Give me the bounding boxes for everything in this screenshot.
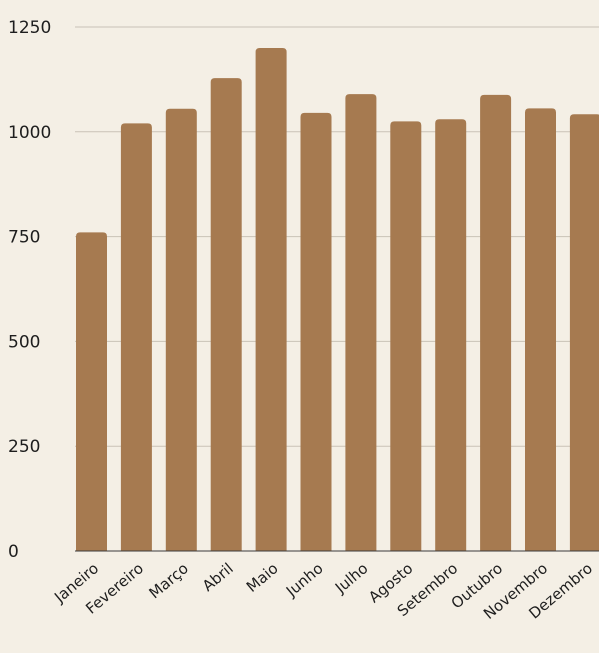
bar-outubro	[480, 94, 512, 551]
y-axis-tick-labels: 0 250 500 750 1000 1250	[8, 18, 51, 562]
x-tick-label: Abril	[199, 559, 237, 595]
y-tick-label: 0	[8, 542, 19, 562]
x-tick-label: Maio	[243, 559, 282, 596]
x-tick-label: Junho	[282, 559, 327, 601]
bar-setembro	[435, 119, 467, 551]
bar-dezembro	[569, 114, 599, 551]
y-tick-label: 1250	[8, 18, 51, 38]
x-tick-label: Março	[146, 559, 192, 602]
y-tick-label: 250	[8, 437, 40, 457]
bar-março	[165, 108, 197, 551]
bar-julho	[345, 94, 377, 552]
y-tick-label: 1000	[8, 123, 51, 143]
bar-novembro	[525, 108, 556, 551]
bar-abril	[210, 78, 242, 552]
bar-maio	[255, 47, 287, 552]
bar-agosto	[390, 121, 422, 551]
y-tick-label: 500	[8, 332, 40, 352]
bars	[76, 47, 599, 552]
bar-fevereiro	[120, 123, 152, 551]
bar-junho	[300, 112, 332, 551]
gridlines	[75, 26, 599, 447]
y-tick-label: 750	[8, 228, 40, 248]
bar-janeiro	[76, 232, 107, 551]
